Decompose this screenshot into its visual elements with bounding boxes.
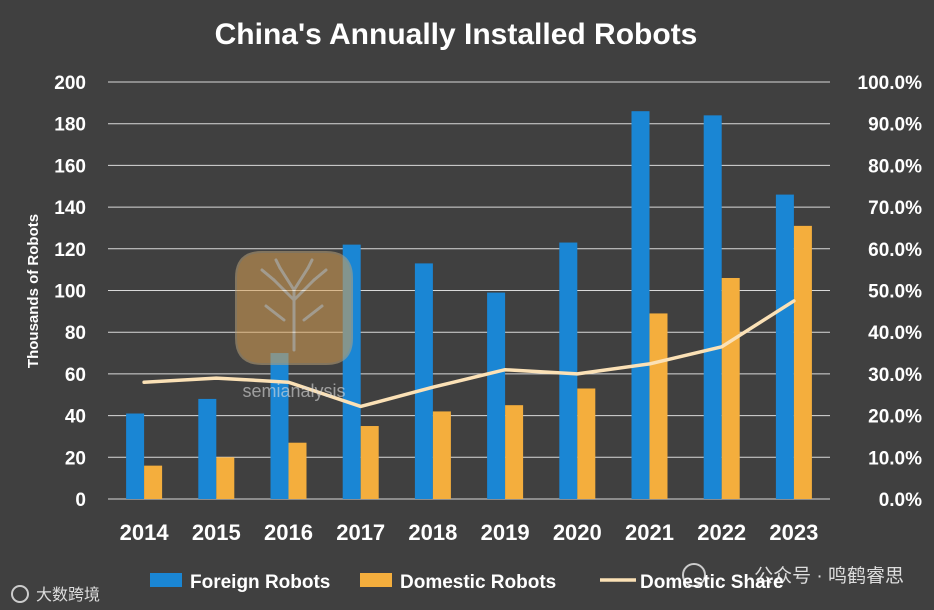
foreign-bar-2020: [559, 242, 578, 500]
watermark-tree-branch: [292, 266, 310, 292]
x-tick-label: 2023: [769, 520, 818, 545]
domestic-bar-2019: [505, 405, 524, 499]
domestic-bar-2022: [721, 277, 740, 499]
domestic-bar-2014: [144, 465, 163, 499]
y2-tick-label: 30.0%: [868, 365, 922, 386]
legend-label: Domestic Share: [640, 572, 784, 593]
watermark-layer: semianalysis 大数跨境 公众号 · 鸣鹤睿思: [11, 251, 904, 604]
axis-labels: 0 20 40 60 80 100 120 140 160 180 200 0.0% 10.0% 20.0…: [54, 73, 922, 545]
x-tick-label: 2018: [408, 520, 457, 545]
x-tick-label: 2014: [120, 520, 170, 545]
watermark-tree-branch: [260, 268, 276, 282]
foreign-bar-2021: [631, 111, 650, 499]
watermark-tree-branch: [292, 278, 316, 302]
watermark-tree-branch: [302, 304, 324, 322]
x-tick-label: 2019: [481, 520, 530, 545]
watermark-tree-branch: [312, 268, 328, 282]
x-tick-label: 2020: [553, 520, 602, 545]
domestic-bar-2015: [216, 457, 235, 499]
foreign-bar-2022: [703, 115, 722, 500]
y2-tick-label: 80.0%: [868, 156, 922, 177]
y2-tick-label: 100.0%: [858, 73, 923, 94]
y2-tick-label: 40.0%: [868, 323, 922, 344]
y-axis-label: Thousands of Robots: [25, 214, 42, 368]
y-tick-label: 40: [65, 407, 86, 428]
y2-tick-label: 70.0%: [868, 198, 922, 219]
y-tick-label: 120: [54, 240, 86, 261]
y-tick-label: 100: [54, 282, 86, 303]
y2-tick-label: 90.0%: [868, 115, 922, 136]
x-tick-label: 2016: [264, 520, 313, 545]
watermark-tree-branch: [306, 258, 314, 270]
domestic-bar-2020: [577, 388, 596, 499]
domestic-bar-2021: [649, 313, 668, 499]
y-tick-label: 80: [65, 323, 86, 344]
legend-label: Domestic Robots: [400, 572, 556, 593]
watermark-tree-branch: [272, 278, 296, 302]
legend-label: Foreign Robots: [190, 572, 330, 593]
watermark-tree-branch: [278, 266, 296, 292]
y-tick-label: 20: [65, 448, 86, 469]
domestic-bar-2018: [432, 411, 451, 499]
share-line-layer: [142, 299, 796, 409]
chart-title: China's Annually Installed Robots: [215, 18, 698, 51]
y2-tick-label: 0.0%: [879, 490, 922, 511]
x-tick-label: 2021: [625, 520, 674, 545]
y-tick-label: 140: [54, 198, 86, 219]
y2-tick-label: 10.0%: [868, 448, 922, 469]
x-tick-label: 2015: [192, 520, 241, 545]
semianalysis-watermark-text: semianalysis: [242, 381, 345, 401]
domestic-bar-2017: [360, 426, 379, 499]
foreign-bar-2019: [487, 292, 506, 499]
y-tick-label: 200: [54, 73, 86, 94]
y-tick-label: 180: [54, 115, 86, 136]
wechat-icon: [682, 563, 706, 587]
watermark-tree-branch: [264, 304, 286, 322]
bottom-left-watermark: 大数跨境: [36, 585, 100, 604]
domestic-bar-2023: [793, 225, 812, 500]
y-tick-label: 0: [75, 490, 86, 511]
y-tick-label: 160: [54, 156, 86, 177]
y2-tick-label: 20.0%: [868, 407, 922, 428]
legend: Foreign Robots Domestic Robots Domestic Sh…: [150, 572, 784, 593]
brand-logo-icon: [11, 585, 29, 603]
foreign-bar-2018: [414, 263, 433, 499]
y2-tick-label: 50.0%: [868, 282, 922, 303]
foreign-bar-2014: [126, 413, 145, 499]
foreign-bar-2023: [775, 194, 794, 499]
legend-swatch-0: [150, 573, 182, 587]
y-tick-label: 60: [65, 365, 86, 386]
watermark-tree-branch: [274, 258, 282, 270]
x-tick-label: 2022: [697, 520, 746, 545]
domestic-bar-2016: [288, 442, 307, 499]
legend-swatch-1: [360, 573, 392, 587]
x-tick-label: 2017: [336, 520, 385, 545]
semianalysis-watermark-logo: [235, 251, 353, 365]
bars: [126, 111, 812, 500]
foreign-bar-2015: [198, 398, 217, 499]
foreign-bar-2016: [270, 353, 289, 499]
domestic-share-line: [142, 299, 796, 409]
bottom-right-watermark: 公众号 · 鸣鹤睿思: [754, 565, 904, 587]
y2-tick-label: 60.0%: [868, 240, 922, 261]
